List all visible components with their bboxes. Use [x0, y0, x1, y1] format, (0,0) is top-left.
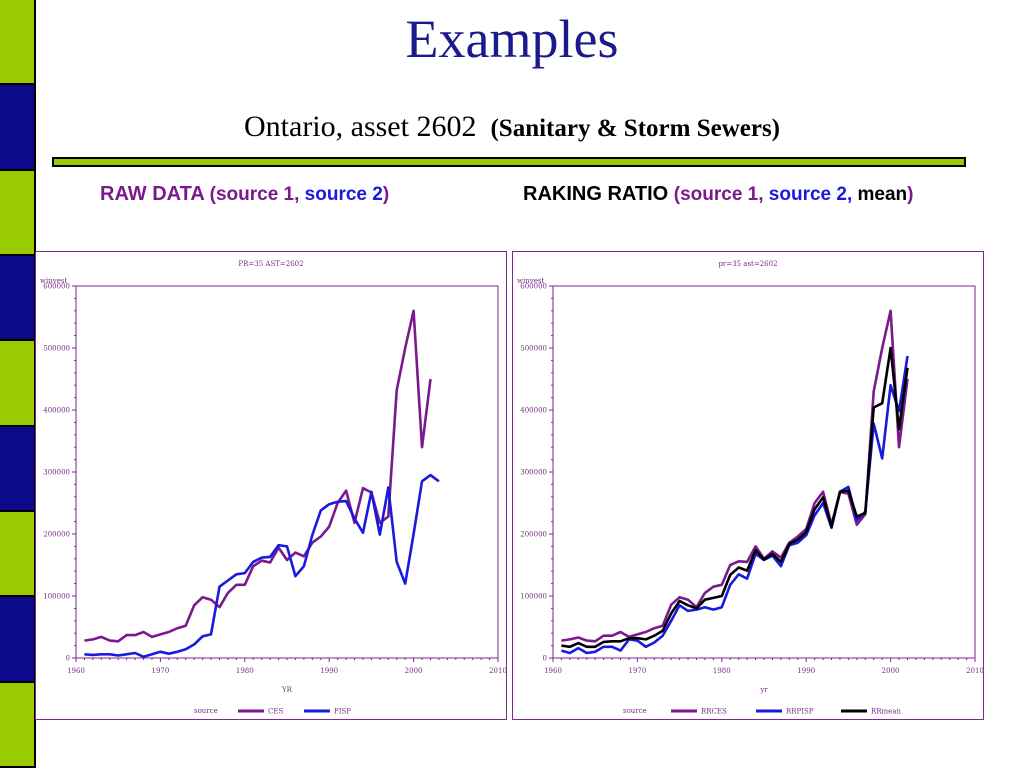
y-axis-label: winvest [40, 277, 67, 285]
plot-frame [552, 285, 976, 659]
x-tick-label: 1970 [628, 667, 646, 675]
x-tick-label: 1990 [797, 667, 815, 675]
y-tick-label: 200000 [520, 531, 547, 539]
y-tick-label: 400000 [43, 407, 70, 415]
raw-data-chart-panel: PR=35 AST=2602 winvest 0 100000 200000 300000… [35, 251, 507, 720]
legend-label: CES [268, 708, 283, 716]
y-axis-label: winvest [517, 277, 544, 285]
left-heading-open: ( [209, 184, 216, 205]
x-tick-label: 2010 [966, 667, 983, 675]
x-tick-label: 2010 [489, 667, 506, 675]
legend-label: RRPISP [786, 708, 814, 716]
x-tick-label: 1990 [320, 667, 338, 675]
y-tick-label: 500000 [520, 345, 547, 353]
right-heading-open: ( [673, 184, 681, 205]
series-line-pisp [84, 473, 440, 659]
chart-title: PR=35 AST=2602 [238, 260, 303, 268]
x-axis-label: YR [281, 686, 293, 694]
raw-data-chart: PR=35 AST=2602 winvest 0 100000 200000 300000… [40, 260, 506, 716]
right-heading-mean: mean [857, 184, 908, 205]
series-line-rrpisp [561, 355, 909, 655]
raking-ratio-chart-panel: pr=35 ast=2602 winvest 0 100000 200000 300000… [512, 251, 984, 720]
subtitle-asset-type: (Sanitary & Storm Sewers) [490, 115, 780, 142]
y-tick-label: 100000 [43, 593, 70, 601]
left-heading-label: RAW DATA [100, 183, 205, 205]
stripe-block [0, 85, 34, 171]
y-tick-label: 0 [543, 655, 547, 663]
stripe-block [0, 682, 34, 768]
series-line-ces [84, 309, 432, 643]
stripe-block [0, 341, 34, 427]
y-tick-label: 300000 [520, 469, 547, 477]
right-heading: RAKING RATIO (source 1, source 2, mean) [523, 183, 913, 206]
y-tick-label: 400000 [520, 407, 547, 415]
title-divider-bar [52, 157, 966, 167]
y-tick-label: 0 [66, 655, 70, 663]
legend-title: source [194, 707, 218, 715]
stripe-block [0, 170, 34, 256]
x-tick-label: 1960 [67, 667, 85, 675]
y-tick-label: 300000 [43, 469, 70, 477]
legend-label: RRCES [701, 708, 727, 716]
legend-title: source [623, 707, 647, 715]
plot-frame [75, 285, 499, 659]
x-tick-label: 1980 [713, 667, 731, 675]
stripe-block [0, 426, 34, 512]
left-heading: RAW DATA (source 1, source 2) [100, 183, 389, 206]
chart-title: pr=35 ast=2602 [718, 260, 777, 268]
slide-subtitle: Ontario, asset 2602 (Sanitary & Storm Sew… [0, 110, 1024, 144]
x-tick-label: 1980 [236, 667, 254, 675]
series-line-rrces [561, 309, 909, 643]
legend-label: PISP [334, 708, 351, 716]
y-tick-label: 200000 [43, 531, 70, 539]
slide-title: Examples [405, 9, 619, 69]
y-tick-label: 100000 [520, 593, 547, 601]
x-tick-label: 2000 [405, 667, 423, 675]
x-tick-label: 2000 [882, 667, 900, 675]
right-heading-close: ) [907, 184, 914, 205]
stripe-block [0, 597, 34, 683]
right-heading-source1: source 1, [680, 184, 764, 205]
left-heading-close: ) [382, 184, 390, 205]
y-tick-label: 600000 [43, 283, 70, 291]
left-heading-source2: source 2 [304, 184, 383, 205]
y-tick-label: 500000 [43, 345, 70, 353]
side-stripe [0, 0, 36, 768]
stripe-block [0, 0, 34, 86]
right-heading-label: RAKING RATIO [523, 183, 669, 205]
stripe-block [0, 512, 34, 598]
x-axis-label: yr [759, 686, 768, 694]
legend-label: RRmean [871, 708, 901, 716]
x-tick-label: 1970 [151, 667, 169, 675]
x-tick-label: 1960 [544, 667, 562, 675]
subtitle-location: Ontario, asset 2602 [244, 110, 477, 143]
stripe-block [0, 256, 34, 342]
left-heading-source1: source 1, [215, 184, 300, 205]
right-heading-source2: source 2, [768, 184, 853, 205]
series-line-rrmean [561, 346, 909, 649]
raking-ratio-chart: pr=35 ast=2602 winvest 0 100000 200000 300000… [517, 260, 983, 716]
y-tick-label: 600000 [520, 283, 547, 291]
